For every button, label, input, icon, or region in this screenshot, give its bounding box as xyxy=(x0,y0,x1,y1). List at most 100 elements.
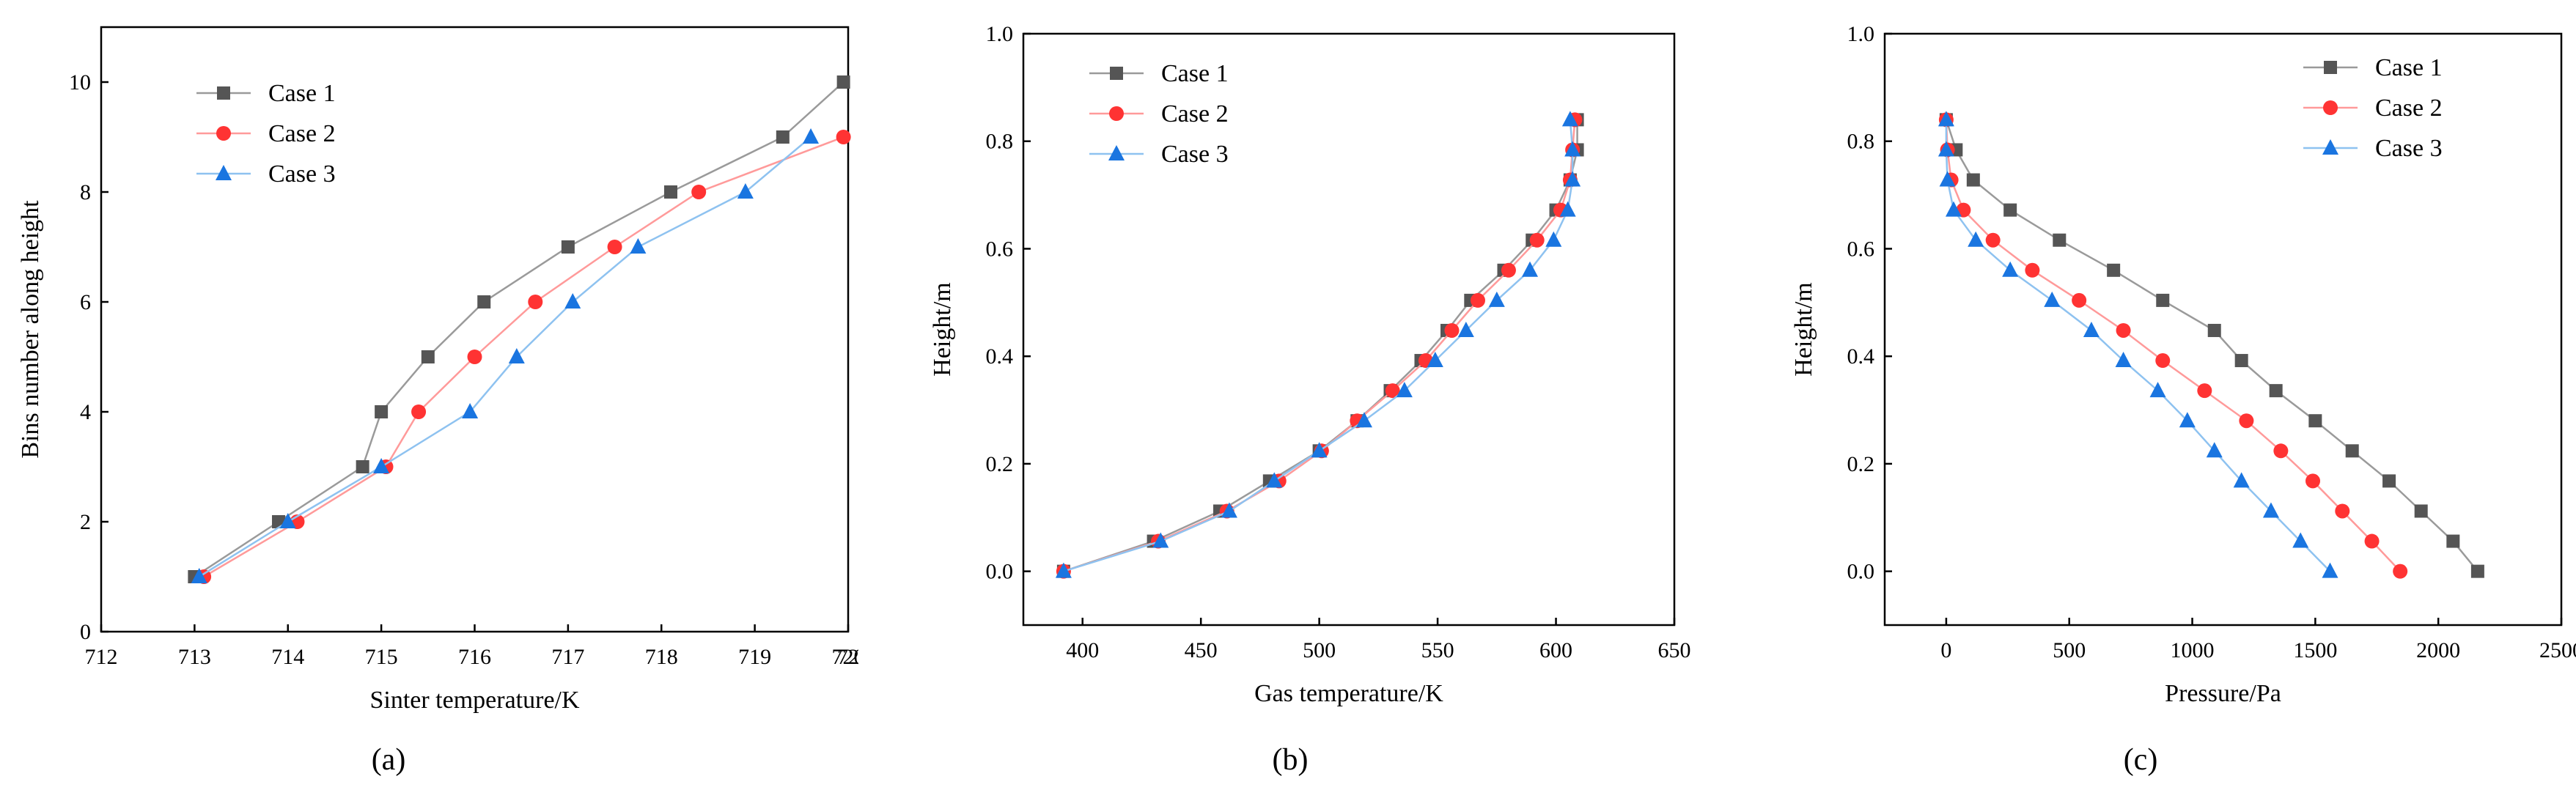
data-point-case-3 xyxy=(803,128,820,144)
legend-label-case-3: Case 3 xyxy=(1161,141,1229,168)
legend-label-case-1: Case 1 xyxy=(1161,60,1229,87)
data-point-case-3 xyxy=(2179,412,2196,428)
x-axis-title: Gas temperature/K xyxy=(1254,680,1443,707)
y-tick-label: 8 xyxy=(80,180,91,204)
y-tick-label: 0.2 xyxy=(986,452,1014,476)
data-point-case-2 xyxy=(411,404,427,419)
legend-marker-case-2 xyxy=(2323,100,2338,115)
y-tick-label: 0 xyxy=(80,620,91,644)
data-point-case-3 xyxy=(1545,231,1562,247)
y-axis-title: Bins number along height xyxy=(17,200,44,459)
x-tick-label: 72 xyxy=(837,645,858,669)
data-point-case-3 xyxy=(1457,321,1474,337)
plot-frame xyxy=(1883,32,2563,627)
data-point-case-2 xyxy=(1444,322,1460,338)
panel-label-a: (a) xyxy=(372,743,406,777)
data-point-case-2 xyxy=(1470,292,1485,308)
x-tick-label: 2000 xyxy=(2416,638,2460,662)
panel-label-c: (c) xyxy=(2124,743,2158,777)
panel-label-b: (b) xyxy=(1273,743,1309,777)
legend-label-case-1: Case 1 xyxy=(268,80,336,107)
data-point-case-1 xyxy=(421,350,435,363)
chart-a: (a) 712713714715716717718719720720246810… xyxy=(17,26,858,777)
data-point-case-1 xyxy=(663,185,677,199)
data-point-case-1 xyxy=(776,130,790,144)
data-point-case-2 xyxy=(2393,564,2408,579)
data-point-case-3 xyxy=(1522,261,1539,277)
series-line-case-2 xyxy=(203,136,844,578)
y-tick-label: 0.6 xyxy=(986,237,1014,261)
data-point-case-2 xyxy=(1985,232,2001,248)
data-point-case-1 xyxy=(1966,173,1980,187)
data-point-case-3 xyxy=(2322,562,2338,578)
y-tick-label: 1.0 xyxy=(986,22,1014,46)
legend-marker-case-1 xyxy=(1110,67,1123,80)
data-point-case-3 xyxy=(1311,442,1328,458)
legend-marker-case-2 xyxy=(1109,106,1124,121)
data-point-case-2 xyxy=(2197,383,2212,399)
x-tick-label: 500 xyxy=(1303,638,1336,662)
y-axis-title: Height/m xyxy=(929,282,956,376)
y-tick-label: 0.2 xyxy=(1847,452,1875,476)
legend-marker-case-1 xyxy=(217,86,230,100)
x-tick-label: 500 xyxy=(2053,638,2086,662)
data-point-case-3 xyxy=(2233,472,2250,488)
data-point-case-2 xyxy=(2025,262,2040,278)
data-point-case-3 xyxy=(1221,502,1237,518)
x-tick-label: 1500 xyxy=(2293,638,2337,662)
data-point-case-3 xyxy=(2262,502,2279,518)
y-axis-title: Height/m xyxy=(1790,282,1817,376)
data-point-case-2 xyxy=(2072,292,2087,308)
data-point-case-1 xyxy=(2234,354,2248,368)
data-point-case-2 xyxy=(1529,232,1545,248)
series-line-case-1 xyxy=(1063,119,1578,572)
data-point-case-2 xyxy=(691,185,707,199)
x-tick-label: 550 xyxy=(1421,638,1454,662)
legend-label-case-3: Case 3 xyxy=(2375,135,2443,162)
y-tick-label: 6 xyxy=(80,290,91,314)
data-point-case-2 xyxy=(836,130,851,144)
data-point-case-3 xyxy=(564,293,581,309)
x-axis-title: Sinter temperature/K xyxy=(369,687,580,714)
y-tick-label: 2 xyxy=(80,510,91,534)
data-point-case-2 xyxy=(2305,473,2321,489)
y-tick-label: 1.0 xyxy=(1847,22,1875,46)
data-point-case-1 xyxy=(2107,263,2121,277)
data-point-case-1 xyxy=(375,405,389,418)
data-point-case-1 xyxy=(836,75,850,89)
data-point-case-1 xyxy=(2003,203,2017,217)
data-point-case-3 xyxy=(1564,141,1581,157)
y-tick-label: 10 xyxy=(69,70,91,95)
data-point-case-3 xyxy=(1355,412,1372,428)
x-tick-label: 718 xyxy=(645,645,678,669)
data-point-case-3 xyxy=(1945,201,1962,217)
plot-frame xyxy=(1022,32,1676,627)
data-point-case-3 xyxy=(2083,321,2100,337)
data-point-case-2 xyxy=(2155,353,2171,369)
data-point-case-3 xyxy=(1427,352,1443,368)
series-line-case-2 xyxy=(1945,119,2402,572)
series-line-case-2 xyxy=(1063,119,1576,572)
series-line-case-3 xyxy=(199,136,812,578)
x-tick-label: 400 xyxy=(1066,638,1099,662)
y-tick-label: 4 xyxy=(80,400,91,424)
legend-marker-case-3 xyxy=(2322,139,2338,155)
data-point-case-3 xyxy=(1939,171,1956,187)
y-tick-label: 0.0 xyxy=(986,560,1014,584)
data-point-case-3 xyxy=(1937,111,1954,127)
data-point-case-1 xyxy=(2470,564,2484,578)
data-point-case-3 xyxy=(1559,201,1576,217)
data-point-case-3 xyxy=(2115,352,2132,368)
x-tick-label: 0 xyxy=(1940,638,1951,662)
data-point-case-1 xyxy=(2345,444,2359,458)
data-point-case-3 xyxy=(279,513,296,528)
data-point-case-3 xyxy=(2149,382,2166,398)
data-point-case-3 xyxy=(737,183,754,199)
legend-marker-case-3 xyxy=(216,165,232,180)
data-point-case-1 xyxy=(561,240,575,254)
data-point-case-1 xyxy=(2269,384,2283,398)
legend-marker-case-2 xyxy=(216,126,231,141)
x-tick-label: 715 xyxy=(365,645,398,669)
